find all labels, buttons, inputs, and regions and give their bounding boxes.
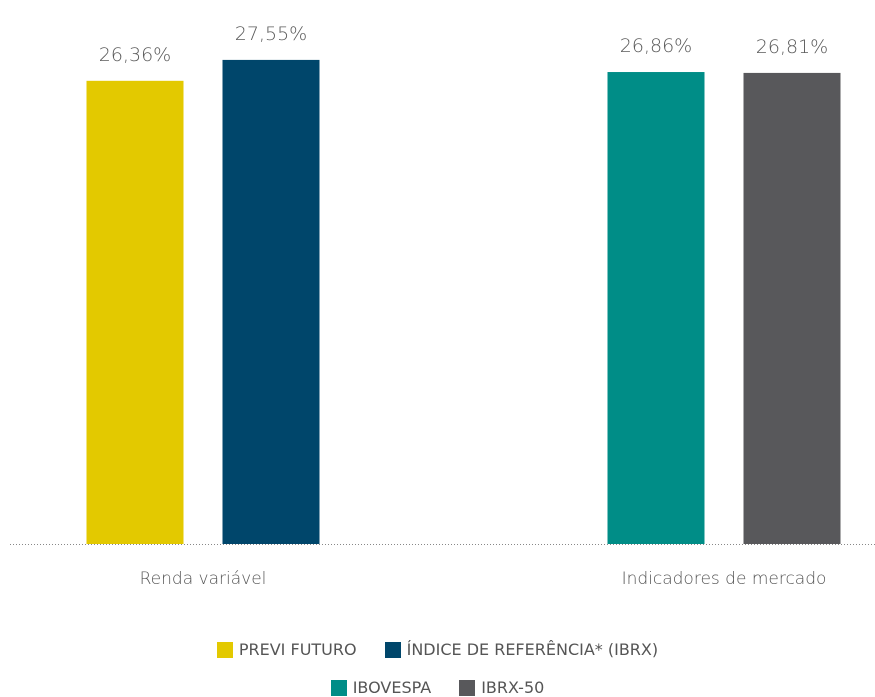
value-label: 27,55% [235, 23, 307, 45]
value-label: 26,81% [756, 36, 828, 58]
legend-item: IBRX-50 [459, 678, 544, 697]
legend-label: ÍNDICE DE REFERÊNCIA* (IBRX) [406, 640, 659, 659]
chart: 26,36% 27,55% Renda variável 26,86% 26,81% In… [10, 23, 875, 589]
x-tick-label: Indicadores de mercado [622, 569, 827, 589]
value-label: 26,36% [99, 44, 171, 66]
legend-swatch [330, 679, 347, 696]
bar [222, 59, 320, 545]
bar [86, 80, 184, 545]
x-tick-label: Renda variável [140, 569, 267, 589]
legend-label: PREVI FUTURO [238, 640, 357, 659]
legend: PREVI FUTURO ÍNDICE DE REFERÊNCIA* (IBRX) [0, 640, 875, 659]
legend-label: IBOVESPA [352, 678, 432, 697]
legend-item: ÍNDICE DE REFERÊNCIA* (IBRX) [384, 640, 659, 659]
legend-swatch [216, 641, 233, 658]
legend: IBOVESPA IBRX-50 [0, 678, 875, 697]
bar [743, 72, 841, 544]
legend-item: PREVI FUTURO [216, 640, 357, 659]
bar [607, 72, 705, 544]
value-label: 26,86% [620, 35, 692, 57]
legend-label: IBRX-50 [481, 678, 545, 697]
legend-swatch [384, 641, 401, 658]
legend-swatch [459, 679, 476, 696]
legend-item: IBOVESPA [330, 678, 432, 697]
